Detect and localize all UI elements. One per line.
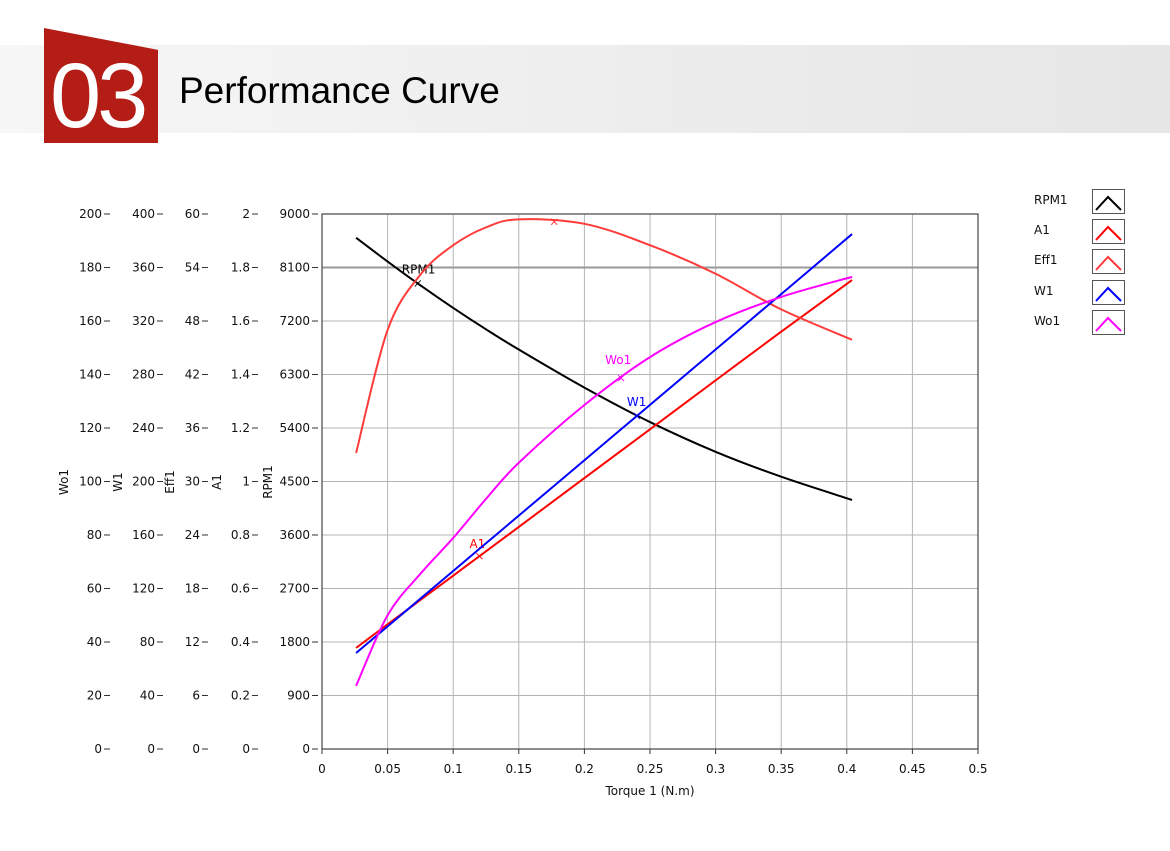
legend-label: Eff1	[1034, 253, 1058, 268]
x-axis-title: Torque 1 (N.m)	[604, 784, 694, 798]
y-tick-label-eff1: 6	[192, 689, 200, 703]
y-tick-label-rpm1: 9000	[279, 207, 310, 221]
y-tick-label-eff1: 54	[185, 261, 200, 275]
y-tick-label-wo1: 200	[79, 207, 102, 221]
y-axis-title-a1: A1	[210, 474, 224, 490]
y-tick-label-rpm1: 8100	[279, 261, 310, 275]
x-tick-label: 0.05	[374, 762, 401, 776]
y-tick-label-w1: 120	[132, 582, 155, 596]
y-tick-label-a1: 0.4	[231, 635, 250, 649]
y-tick-label-rpm1: 900	[287, 689, 310, 703]
section-number: 03	[50, 45, 148, 147]
y-tick-label-a1: 1.6	[231, 314, 250, 328]
y-tick-label-eff1: 30	[185, 475, 200, 489]
y-tick-label-eff1: 48	[185, 314, 200, 328]
x-tick-label: 0.35	[768, 762, 795, 776]
page-title: Performance Curve	[179, 70, 500, 111]
series-label-w1: W1	[627, 395, 647, 409]
y-tick-label-w1: 160	[132, 528, 155, 542]
plot-frame	[321, 213, 979, 750]
y-axis-title-wo1: Wo1	[57, 469, 71, 495]
legend-swatch-icon	[1092, 279, 1125, 305]
y-tick-label-w1: 0	[147, 742, 155, 756]
y-tick-label-wo1: 100	[79, 475, 102, 489]
y-tick-label-rpm1: 1800	[279, 635, 310, 649]
x-tick-label: 0.45	[899, 762, 926, 776]
y-tick-label-wo1: 60	[87, 582, 102, 596]
y-tick-label-wo1: 20	[87, 689, 102, 703]
y-tick-label-w1: 320	[132, 314, 155, 328]
y-tick-label-w1: 360	[132, 261, 155, 275]
y-tick-label-rpm1: 5400	[279, 421, 310, 435]
legend-label: A1	[1034, 223, 1050, 238]
y-tick-label-rpm1: 3600	[279, 528, 310, 542]
y-tick-label-eff1: 24	[185, 528, 200, 542]
legend-label: Wo1	[1034, 313, 1061, 328]
y-tick-label-eff1: 42	[185, 368, 200, 382]
series-label-a1: A1	[469, 537, 485, 551]
y-tick-label-rpm1: 4500	[279, 475, 310, 489]
y-tick-label-rpm1: 7200	[279, 314, 310, 328]
y-tick-label-rpm1: 0	[302, 742, 310, 756]
series-marker-w1	[633, 412, 641, 420]
y-tick-label-a1: 0.8	[231, 528, 250, 542]
y-tick-label-w1: 400	[132, 207, 155, 221]
y-tick-label-rpm1: 2700	[279, 582, 310, 596]
y-tick-label-wo1: 0	[94, 742, 102, 756]
y-tick-label-w1: 200	[132, 475, 155, 489]
x-tick-label: 0.15	[505, 762, 532, 776]
x-tick-label: 0	[318, 762, 326, 776]
y-tick-label-a1: 0	[242, 742, 250, 756]
y-axis-title-eff1: Eff1	[163, 470, 177, 493]
series-line-wo1	[355, 275, 853, 687]
y-tick-label-a1: 1	[242, 475, 250, 489]
y-tick-label-eff1: 60	[185, 207, 200, 221]
series-line-w1	[355, 233, 853, 654]
y-tick-label-eff1: 18	[185, 582, 200, 596]
legend-swatch-icon	[1092, 249, 1125, 275]
y-tick-label-a1: 2	[242, 207, 250, 221]
y-tick-label-w1: 80	[140, 635, 155, 649]
y-tick-label-wo1: 80	[87, 528, 102, 542]
legend-label: RPM1	[1034, 193, 1068, 207]
y-tick-label-eff1: 0	[192, 742, 200, 756]
x-tick-label: 0.25	[637, 762, 664, 776]
y-tick-label-wo1: 40	[87, 635, 102, 649]
x-tick-label: 0.5	[968, 762, 987, 776]
y-tick-label-eff1: 36	[185, 421, 200, 435]
y-tick-label-a1: 0.2	[231, 689, 250, 703]
legend-swatch-icon	[1092, 219, 1125, 245]
y-tick-label-rpm1: 6300	[279, 368, 310, 382]
y-axis-title-w1: W1	[111, 472, 125, 492]
series-marker-a1	[476, 552, 483, 560]
y-tick-label-a1: 1.2	[231, 421, 250, 435]
y-tick-label-w1: 40	[140, 689, 155, 703]
y-axis-title-rpm1: RPM1	[261, 465, 275, 499]
y-tick-label-w1: 240	[132, 421, 155, 435]
series-line-eff1	[355, 218, 853, 454]
header-band	[0, 45, 1170, 133]
y-tick-label-wo1: 140	[79, 368, 102, 382]
y-tick-label-w1: 280	[132, 368, 155, 382]
series-marker-wo1	[617, 374, 625, 382]
y-tick-label-a1: 1.8	[231, 261, 250, 275]
y-tick-label-wo1: 120	[79, 421, 102, 435]
x-tick-label: 0.4	[837, 762, 856, 776]
y-tick-label-wo1: 180	[79, 261, 102, 275]
series-label-wo1: Wo1	[605, 353, 631, 367]
y-tick-label-wo1: 160	[79, 314, 102, 328]
y-tick-label-eff1: 12	[185, 635, 200, 649]
x-tick-label: 0.2	[575, 762, 594, 776]
section-number-badge	[44, 28, 158, 143]
x-tick-label: 0.1	[444, 762, 463, 776]
y-tick-label-a1: 1.4	[231, 368, 250, 382]
legend-swatch-icon	[1092, 189, 1125, 214]
legend-label: W1	[1034, 283, 1054, 298]
y-tick-label-a1: 0.6	[231, 582, 250, 596]
legend-swatch-icon	[1092, 309, 1125, 335]
x-tick-label: 0.3	[706, 762, 725, 776]
series-marker-eff1	[550, 218, 558, 226]
